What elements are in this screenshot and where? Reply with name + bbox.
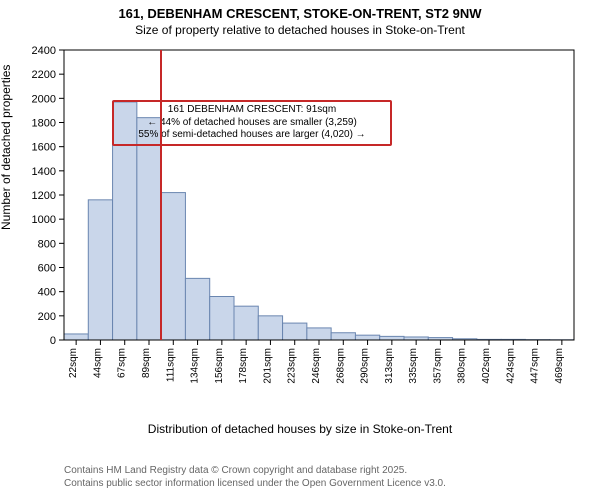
ytick-label: 600 bbox=[38, 263, 56, 275]
footer-line-1: Contains HM Land Registry data © Crown c… bbox=[64, 465, 594, 478]
xtick-label: 111sqm bbox=[165, 348, 176, 382]
ytick-label: 0 bbox=[50, 335, 56, 347]
chart-titles: 161, DEBENHAM CRESCENT, STOKE-ON-TRENT, … bbox=[0, 0, 600, 37]
histogram-bar bbox=[210, 297, 234, 341]
xtick-label: 223sqm bbox=[287, 348, 298, 384]
ytick-label: 200 bbox=[38, 311, 56, 323]
callout-box: 161 DEBENHAM CRESCENT: 91sqm ← 44% of de… bbox=[112, 100, 392, 146]
chart: 0 200 400 600 800 1000 1200 1400 1600 1800 2000 220… bbox=[0, 40, 600, 420]
ytick-label: 800 bbox=[38, 238, 56, 250]
reference-line bbox=[160, 50, 162, 340]
histogram-bar bbox=[283, 323, 307, 340]
ytick-label: 1000 bbox=[32, 214, 56, 226]
histogram-bar bbox=[64, 334, 88, 340]
ytick-label: 1400 bbox=[32, 166, 56, 178]
histogram-bar bbox=[234, 306, 258, 340]
xtick-label: 268sqm bbox=[335, 348, 346, 384]
xtick-label: 89sqm bbox=[141, 348, 152, 378]
xtick-label: 22sqm bbox=[68, 348, 79, 378]
histogram-bar bbox=[380, 336, 404, 340]
xtick-label: 380sqm bbox=[457, 348, 468, 384]
histogram-svg: 0 200 400 600 800 1000 1200 1400 1600 1800 2000 220… bbox=[0, 40, 600, 420]
xtick-label: 447sqm bbox=[530, 348, 541, 384]
ytick-label: 2000 bbox=[32, 93, 56, 105]
ytick-label: 400 bbox=[38, 287, 56, 299]
ytick-label: 1200 bbox=[32, 190, 56, 202]
histogram-bar bbox=[185, 278, 209, 340]
xtick-label: 67sqm bbox=[117, 348, 128, 378]
footer: Contains HM Land Registry data © Crown c… bbox=[64, 465, 594, 490]
xtick-label: 290sqm bbox=[360, 348, 371, 384]
page: 161, DEBENHAM CRESCENT, STOKE-ON-TRENT, … bbox=[0, 0, 600, 500]
histogram-bar bbox=[331, 333, 355, 340]
chart-title: 161, DEBENHAM CRESCENT, STOKE-ON-TRENT, … bbox=[0, 6, 600, 21]
xtick-label: 178sqm bbox=[238, 348, 249, 384]
xtick-label: 469sqm bbox=[554, 348, 565, 384]
histogram-bar bbox=[161, 193, 185, 340]
xtick-label: 44sqm bbox=[92, 348, 103, 378]
xtick-label: 402sqm bbox=[481, 348, 492, 384]
ytick-label: 2200 bbox=[32, 69, 56, 81]
ytick-label: 1800 bbox=[32, 118, 56, 130]
histogram-bar bbox=[258, 316, 282, 340]
xtick-label: 246sqm bbox=[311, 348, 322, 384]
histogram-bar bbox=[355, 335, 379, 340]
y-axis-label: Number of detached properties bbox=[0, 65, 13, 230]
ytick-label: 1600 bbox=[32, 142, 56, 154]
xtick-label: 424sqm bbox=[505, 348, 516, 384]
xtick-label: 201sqm bbox=[262, 348, 273, 384]
xtick-label: 156sqm bbox=[214, 348, 225, 384]
footer-line-2: Contains public sector information licen… bbox=[64, 478, 594, 491]
xtick-label: 357sqm bbox=[432, 348, 443, 384]
ytick-label: 2400 bbox=[32, 45, 56, 57]
chart-subtitle: Size of property relative to detached ho… bbox=[0, 23, 600, 37]
xtick-label: 134sqm bbox=[190, 348, 201, 384]
histogram-bar bbox=[88, 200, 112, 340]
histogram-bar bbox=[137, 118, 161, 340]
xtick-label: 313sqm bbox=[384, 348, 395, 384]
xtick-label: 335sqm bbox=[408, 348, 419, 384]
histogram-bar bbox=[307, 328, 331, 340]
x-axis-label: Distribution of detached houses by size … bbox=[0, 422, 600, 436]
